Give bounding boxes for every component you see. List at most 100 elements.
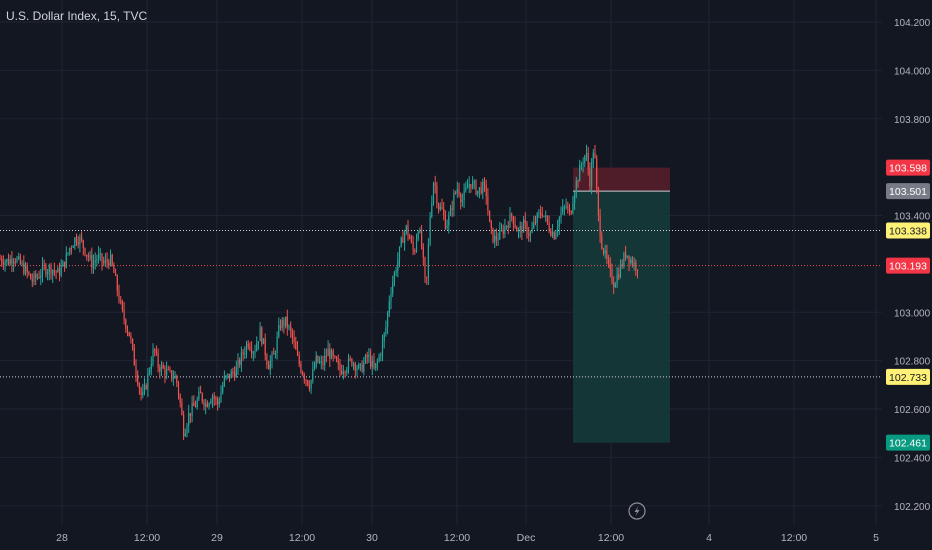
candle-body (407, 225, 409, 237)
candle-body (330, 350, 333, 359)
candle-body (468, 184, 470, 188)
candle-body (458, 189, 460, 195)
price-axis[interactable]: 104.200 104.000 103.800 103.400 103.000 102.8… (894, 18, 931, 513)
x-tick-label: 12:00 (444, 532, 470, 544)
candle-body (293, 337, 295, 342)
candle-body (72, 246, 74, 248)
position-tool[interactable] (573, 167, 670, 443)
candle-body (596, 157, 598, 189)
candle-body (509, 213, 511, 228)
candle-body (332, 350, 334, 356)
candle-body (9, 258, 11, 265)
candle-body (291, 330, 293, 338)
candle-body (364, 355, 367, 363)
candle-body (138, 384, 140, 389)
candle-body (426, 277, 428, 279)
candle-body (281, 319, 283, 329)
candle-body (337, 361, 339, 364)
candle-body (436, 185, 438, 204)
candle-body (57, 268, 59, 273)
candle-body (412, 241, 414, 251)
candle-body (154, 349, 156, 351)
candle-body (256, 343, 258, 351)
candle-body (4, 261, 6, 266)
candle-body (351, 358, 353, 366)
candle-body (227, 373, 229, 376)
candle-body (302, 371, 304, 375)
candle-body (529, 232, 531, 236)
candle-body (159, 367, 161, 372)
candle-body (7, 259, 10, 265)
time-axis[interactable]: 28 12:00 29 12:00 30 12:00 Dec 12:00 4 12:00 5 (56, 532, 879, 544)
candle-body (208, 403, 210, 407)
horizontal-levels[interactable] (0, 230, 882, 378)
candle-body (448, 215, 450, 226)
stop-loss-zone[interactable] (573, 167, 670, 192)
candle-body (118, 290, 120, 301)
candle-body (551, 232, 554, 236)
candle-body (572, 203, 574, 214)
candle-body (555, 232, 557, 239)
candle-body (252, 352, 254, 354)
candle-body (575, 181, 577, 194)
candle-body (422, 247, 424, 258)
candle-body (602, 248, 605, 254)
candle-body (132, 338, 134, 348)
candle-body (562, 207, 564, 213)
candle-body (502, 229, 504, 234)
candle-body (240, 352, 242, 365)
candle-body (50, 265, 52, 275)
candle-body (245, 343, 248, 354)
candle-body (140, 388, 142, 396)
candle-body (628, 255, 630, 263)
candle-body (176, 375, 178, 383)
candle-body (43, 264, 45, 266)
y-tick-label: 104.000 (894, 66, 931, 77)
candle-body (597, 188, 599, 216)
candle-body (261, 327, 263, 344)
candle-body (38, 277, 40, 279)
candle-body (375, 363, 377, 369)
candle-body (60, 266, 62, 276)
candle-body (18, 256, 20, 259)
candle-body (388, 301, 390, 313)
candle-body (397, 260, 399, 272)
lightning-icon[interactable] (628, 502, 646, 520)
candle-body (395, 271, 397, 273)
candle-body (201, 393, 203, 402)
candle-body (152, 349, 154, 365)
candle-body (164, 368, 166, 376)
candle-body (492, 227, 494, 243)
candle-body (592, 152, 594, 163)
candle-body (361, 363, 363, 372)
candle-body (31, 279, 33, 282)
candle-body (538, 212, 540, 214)
candle-body (417, 232, 419, 240)
candle-body (239, 359, 241, 365)
candle-body (514, 224, 516, 228)
candle-body (490, 221, 492, 228)
candle-body (499, 229, 501, 240)
candle-body (383, 333, 385, 342)
candle-body (111, 254, 113, 265)
candle-body (160, 365, 163, 372)
candle-body (523, 219, 525, 233)
candle-body (393, 272, 395, 283)
candle-body (198, 391, 200, 400)
candle-body (349, 358, 351, 360)
take-profit-zone[interactable] (573, 191, 670, 443)
candle-body (487, 196, 489, 211)
candle-body (589, 168, 591, 187)
candle-body (574, 193, 576, 204)
candle-body (262, 338, 265, 344)
candle-body (121, 301, 123, 310)
candle-body (322, 361, 324, 365)
price-tag-label: 103.501 (889, 186, 927, 198)
x-tick-label: Dec (517, 532, 536, 544)
candle-body (312, 369, 314, 381)
candle-body (300, 363, 302, 372)
candle-body (98, 253, 100, 259)
price-tag-current (886, 257, 930, 274)
candle-body (172, 378, 174, 380)
